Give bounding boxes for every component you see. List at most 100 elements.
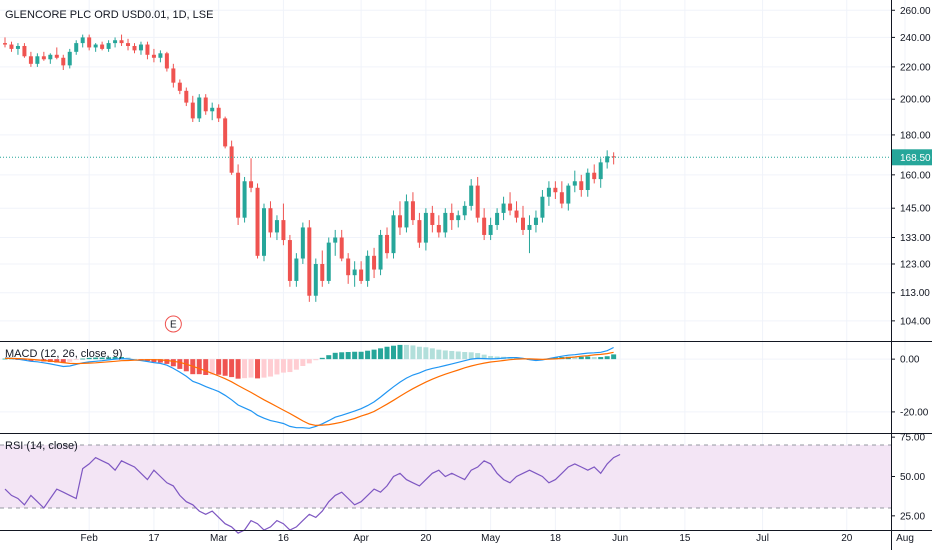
candle-body [106, 43, 111, 49]
candle-body [326, 242, 331, 281]
candle-body [559, 192, 564, 204]
macd-hist-bar [67, 359, 73, 362]
candle-body [229, 146, 234, 173]
candle-body [294, 258, 299, 281]
macd-hist-bar [468, 352, 474, 360]
price-tick-label-6: 145.00 [900, 204, 931, 215]
candle-body [469, 185, 474, 206]
rsi-tick-label-2: 25.00 [900, 511, 925, 522]
macd-hist-bar [429, 348, 435, 360]
macd-hist-bar [261, 359, 267, 378]
macd-hist-bar [585, 356, 591, 360]
macd-hist-bar [248, 359, 254, 378]
candle-body [61, 57, 66, 66]
macd-hist-bar [106, 357, 112, 360]
candle-body [210, 107, 215, 112]
macd-hist-bar [80, 358, 86, 360]
candle-body [80, 37, 85, 44]
macd-title: MACD (12, 26, close, 9) [5, 348, 123, 360]
candle-body [93, 44, 98, 48]
macd-hist-bar [255, 359, 261, 379]
candle-body [307, 227, 312, 296]
rsi-tick-label-1: 50.00 [900, 472, 925, 483]
candle-body [268, 208, 273, 233]
candle-body [553, 187, 558, 193]
candle-body [262, 208, 266, 256]
macd-hist-bar [8, 359, 14, 360]
candle-body [540, 196, 545, 218]
candle-body [151, 54, 156, 58]
candle-body [592, 172, 597, 180]
macd-hist-bar [93, 357, 99, 360]
macd-hist-bar [274, 359, 280, 375]
macd-hist-bar [99, 357, 105, 360]
candle-body [145, 44, 150, 55]
candle-body [197, 97, 202, 119]
date-tick-label-3: 16 [278, 533, 290, 544]
macd-hist-bar [287, 359, 293, 373]
candle-body [67, 51, 72, 66]
candle-body [119, 40, 124, 44]
macd-hist-bar [533, 359, 539, 361]
macd-hist-bar [391, 345, 396, 360]
macd-tick-label-0: 0.00 [900, 355, 920, 366]
candle-body [385, 234, 390, 254]
candle-body [346, 258, 351, 276]
candle-body [126, 43, 131, 46]
macd-hist-bar [397, 344, 403, 360]
candle-body [585, 172, 590, 191]
candle-body [359, 269, 364, 281]
candle-body [579, 181, 584, 191]
macd-signal-line [5, 351, 614, 427]
date-tick-label-2: Mar [210, 533, 228, 544]
candle-body [74, 43, 79, 52]
macd-hist-bar [151, 359, 157, 363]
candle-body [132, 45, 137, 51]
candle-body [54, 54, 59, 58]
macd-hist-bar [514, 357, 520, 360]
candle-body [566, 185, 571, 204]
macd-line [4, 346, 614, 429]
candle-body [203, 97, 208, 112]
earnings-marker-label: E [170, 320, 177, 331]
price-tick-label-9: 113.00 [900, 288, 930, 299]
macd-hist-bar [2, 358, 8, 360]
last-price-label: 168.50 [900, 153, 931, 164]
candle-body [177, 82, 182, 91]
candle-body [482, 217, 487, 235]
macd-hist-bar [455, 351, 461, 360]
candle-body [449, 212, 454, 221]
candle-body [3, 43, 7, 45]
candles-group [3, 34, 616, 302]
symbol-title: GLENCORE PLC ORD USD0.01, 1D, LSE [5, 9, 214, 21]
macd-hist-bar [222, 359, 228, 376]
macd-hist-bar [326, 355, 332, 360]
macd-hist-bar [300, 359, 306, 367]
macd-hist-bar [442, 350, 448, 360]
candle-body [164, 53, 169, 69]
macd-hist-bar [436, 349, 442, 360]
macd-hist-bar [481, 354, 487, 360]
candle-body [171, 68, 176, 83]
macd-hist-bar [216, 359, 222, 375]
candle-body [9, 44, 14, 49]
macd-hist-bar [475, 353, 481, 360]
candle-body [456, 215, 461, 221]
candle-body [514, 210, 519, 218]
candle-body [404, 201, 409, 228]
candle-body [113, 40, 118, 44]
price-tick-label-5: 160.00 [900, 170, 931, 181]
macd-hist-bar [591, 357, 597, 360]
macd-hist-bar [494, 356, 500, 360]
date-tick-label-8: Jun [612, 533, 628, 544]
candle-body [223, 118, 228, 147]
price-tick-label-3: 200.00 [900, 95, 931, 106]
price-tick-label-2: 220.00 [900, 62, 931, 73]
macd-hist-bar [410, 345, 416, 360]
macd-hist-bar [332, 352, 338, 360]
macd-hist-bar [313, 359, 319, 361]
price-tick-label-1: 240.00 [900, 33, 931, 44]
candle-body [605, 156, 610, 163]
macd-hist-bar [319, 357, 325, 360]
